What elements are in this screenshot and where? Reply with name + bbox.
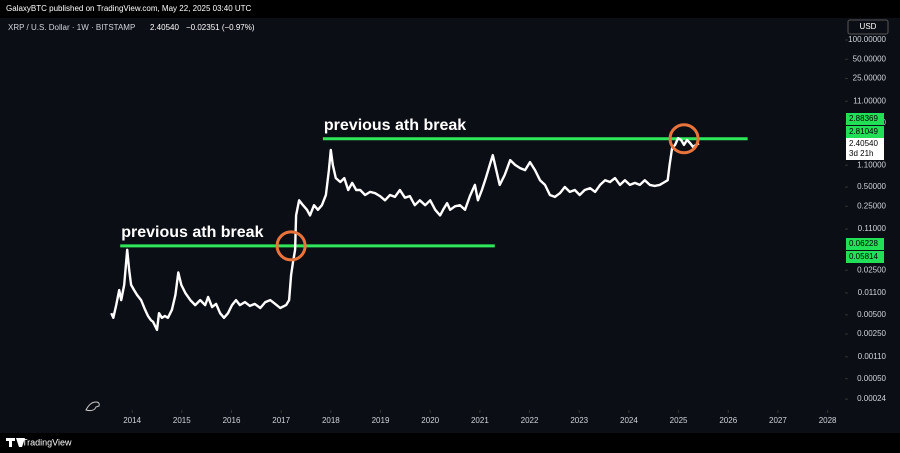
price-change: −0.02351 (−0.97%)	[186, 23, 255, 32]
y-tick-label: 0.00110	[858, 352, 887, 361]
last-price: 2.40540	[150, 23, 179, 32]
x-tick-label: 2024	[620, 416, 638, 425]
currency-box[interactable]	[847, 19, 889, 35]
price-line	[110, 136, 700, 332]
highlight-circle	[668, 123, 700, 155]
publish-title: GalaxyBTC published on TradingView.com, …	[6, 4, 252, 13]
x-tick-label: 2027	[769, 416, 787, 425]
chart-pane	[0, 18, 900, 433]
price-label: 2.88369	[849, 114, 878, 123]
brand-icon	[6, 438, 25, 447]
x-tick-label: 2016	[223, 416, 241, 425]
x-tick-label: 2014	[123, 416, 141, 425]
y-tick-label: 0.00050	[857, 374, 886, 383]
y-tick-label: 0.25000	[857, 201, 886, 210]
x-tick-label: 2018	[322, 416, 340, 425]
x-tick-label: 2023	[570, 416, 588, 425]
y-tick-label: 11.00000	[853, 96, 886, 105]
price-label: 2.40540	[849, 139, 878, 148]
x-tick-label: 2028	[819, 416, 837, 425]
y-tick-label: 25.00000	[853, 74, 887, 83]
logo-icon	[85, 401, 100, 412]
brand: TradingView	[22, 437, 72, 447]
y-tick-label: 0.00024	[857, 394, 886, 403]
y-tick-label: 0.02500	[857, 265, 886, 274]
x-tick-label: 2021	[471, 416, 489, 425]
price-label-box	[846, 113, 884, 125]
y-tick-label: 0.00500	[857, 310, 886, 319]
annotation: previous ath break	[324, 117, 466, 134]
price-label-box	[846, 251, 884, 263]
x-tick-label: 2017	[272, 416, 290, 425]
x-tick-label: 2015	[173, 416, 191, 425]
y-tick-label: 0.50000	[857, 182, 886, 191]
price-label-box	[846, 126, 884, 138]
price-label: 3d 21h	[849, 149, 873, 158]
price-label-box	[846, 138, 884, 150]
symbol: XRP / U.S. Dollar · 1W · BITSTAMP	[8, 23, 135, 32]
currency[interactable]: USD	[860, 22, 877, 31]
price-label: 2.81049	[849, 127, 878, 136]
y-tick-label: 100.00000	[848, 35, 886, 44]
highlight-circle	[275, 230, 307, 262]
x-tick-label: 2025	[670, 416, 688, 425]
price-label-box	[846, 148, 884, 160]
y-tick-label: 0.11000	[858, 224, 887, 233]
x-tick-label: 2022	[521, 416, 539, 425]
price-label-box	[846, 238, 884, 250]
x-tick-label: 2020	[421, 416, 439, 425]
y-tick-label: 50.00000	[853, 54, 887, 63]
y-tick-label: 0.01100	[858, 288, 887, 297]
price-label: 0.06228	[849, 239, 878, 248]
x-tick-label: 2019	[372, 416, 390, 425]
annotation: previous ath break	[121, 224, 263, 241]
x-tick-label: 2026	[719, 416, 737, 425]
price-label: 0.05814	[849, 252, 878, 261]
y-tick-label: 0.00250	[857, 329, 886, 338]
y-tick-label: 1.10000	[857, 160, 886, 169]
